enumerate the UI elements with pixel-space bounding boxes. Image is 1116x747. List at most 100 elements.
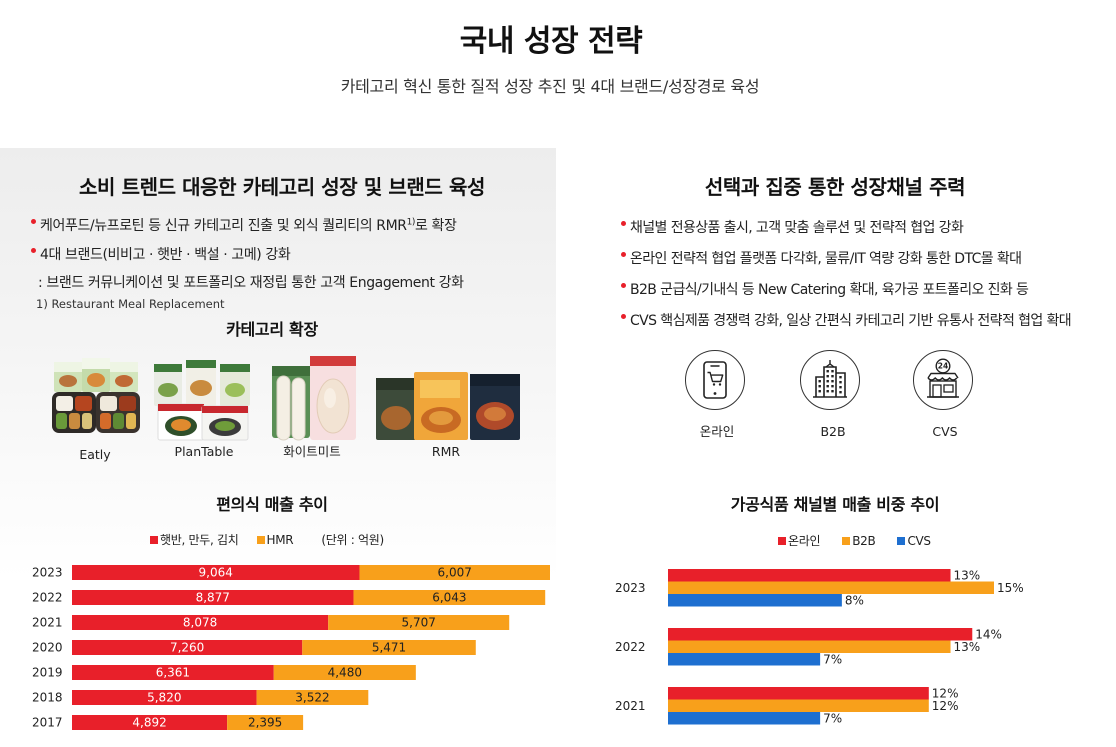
- bullet-dot: [621, 221, 626, 226]
- legend-item-online: 온라인: [778, 533, 821, 549]
- bullet-dot: [621, 252, 626, 257]
- bar-hmr-2019: [273, 665, 416, 680]
- bullet-text: 채널별 전용상품 출시, 고객 맞춤 솔루션 및 전략적 협업 강화: [630, 220, 964, 236]
- bullet-dot: [31, 248, 36, 253]
- value-label-haetban-mandu-kimchi-2022: 8,877: [196, 591, 230, 605]
- value-label-haetban-mandu-kimchi-2017: 4,892: [132, 716, 166, 730]
- value-label-haetban-mandu-kimchi-2023: 9,064: [199, 566, 233, 580]
- footnote-marker: 1): [406, 217, 416, 228]
- right-bullet-b2b: B2B 군급식/기내식 등 New Catering 확대, 육가공 포트폴리오…: [621, 280, 1029, 300]
- bullet-text: 케어푸드/뉴프로틴 등 신규 카테고리 진출 및 외식 퀄리티의 RMR: [40, 218, 407, 234]
- convenience-sales-chart-svg: 2023 9,064 6,007 2022 8,877 6,043 2021 8,078 5,7…: [32, 565, 550, 730]
- value-label-b2b-2022: 13%: [954, 640, 981, 654]
- left-heading: 소비 트렌드 대응한 카테고리 성장 및 브랜드 육성: [79, 175, 485, 199]
- product-label-rmr: RMR: [431, 444, 461, 459]
- bar-haetban-mandu-kimchi-2021: [72, 615, 329, 630]
- bar-online-2021: [668, 687, 929, 700]
- product-label-whitemeat: 화이트미트: [283, 444, 341, 459]
- legend-label: 햇반, 만두, 김치: [160, 533, 239, 547]
- whitemeat-product-image: [272, 356, 356, 441]
- footnote: 1) Restaurant Meal Replacement: [36, 297, 225, 311]
- bar-b2b-2022: [668, 640, 951, 653]
- b2b-channel-badge: [800, 350, 860, 410]
- online-channel-badge: [685, 350, 745, 410]
- bar-haetban-mandu-kimchi-2018: [72, 690, 257, 705]
- value-label-online-2023: 13%: [954, 568, 981, 582]
- bar-hmr-2021: [328, 615, 510, 630]
- value-label-haetban-mandu-kimchi-2021: 8,078: [183, 616, 217, 630]
- store-24-badge-text: 24: [938, 362, 948, 371]
- bar-hmr-2022: [353, 590, 546, 605]
- value-label-haetban-mandu-kimchi-2020: 7,260: [170, 641, 204, 655]
- value-label-cvs-2021: 7%: [823, 711, 842, 725]
- value-label-haetban-mandu-kimchi-2018: 5,820: [147, 691, 181, 705]
- channel-share-chart-title: 가공식품 채널별 매출 비중 추이: [730, 495, 940, 514]
- value-label-online-2022: 14%: [975, 628, 1002, 642]
- legend-label: CVS: [907, 534, 931, 548]
- year-label-2022: 2022: [32, 591, 63, 605]
- value-label-hmr-2019: 4,480: [328, 666, 362, 680]
- legend-item-cvs: CVS: [897, 533, 931, 549]
- mobile-shopping-cart-icon: [703, 361, 727, 399]
- legend-item-b2b: B2B: [842, 533, 876, 549]
- year-label-2023: 2023: [615, 581, 646, 595]
- bar-haetban-mandu-kimchi-2019: [72, 665, 274, 680]
- legend-label: 온라인: [788, 534, 821, 548]
- product-label-plantable: PlanTable: [174, 444, 234, 459]
- year-label-2019: 2019: [32, 666, 63, 680]
- bar-cvs-2022: [668, 653, 821, 666]
- bullet-dot: [31, 219, 36, 224]
- year-label-2020: 2020: [32, 641, 63, 655]
- legend-item-haetban-mandu-kimchi: 햇반, 만두, 김치: [150, 532, 239, 548]
- bullet-text-after: 로 확장: [415, 218, 457, 234]
- bar-cvs-2021: [668, 712, 821, 725]
- legend-label: HMR: [266, 533, 294, 547]
- legend-swatch: [778, 537, 786, 545]
- office-buildings-icon: [813, 360, 847, 398]
- year-label-2022: 2022: [615, 640, 646, 654]
- legend-swatch: [256, 536, 265, 544]
- bullet-text: B2B 군급식/기내식 등 New Catering 확대, 육가공 포트폴리오…: [630, 282, 1029, 298]
- left-bullet-brands-detail: : 브랜드 커뮤니케이션 및 포트폴리오 재정립 통한 고객 Engagemen…: [38, 275, 464, 291]
- cvs-channel-badge: 24: [913, 350, 973, 410]
- year-label-2021: 2021: [615, 699, 646, 713]
- bar-cvs-2023: [668, 594, 842, 607]
- bar-hmr-2017: [227, 715, 304, 730]
- page-title: 국내 성장 전략: [459, 24, 643, 59]
- convenience-sales-chart-title: 편의식 매출 추이: [216, 495, 328, 514]
- convenience-sales-legend: 햇반, 만두, 김치 HMR (단위 : 억원): [150, 532, 384, 548]
- left-bullet-brands: 4대 브랜드(비비고 · 햇반 · 백설 · 고메) 강화: [31, 245, 291, 265]
- year-label-2021: 2021: [32, 616, 63, 630]
- bar-b2b-2021: [668, 699, 929, 712]
- legend-swatch: [897, 537, 906, 545]
- bullet-text: 4대 브랜드(비비고 · 햇반 · 백설 · 고메) 강화: [40, 247, 291, 263]
- year-label-2018: 2018: [32, 691, 63, 705]
- plantable-product-image: [154, 360, 250, 441]
- bar-online-2022: [668, 628, 973, 641]
- channel-label-b2b: B2B: [820, 424, 846, 439]
- year-label-2017: 2017: [32, 716, 63, 730]
- bar-hmr-2018: [256, 690, 369, 705]
- value-label-hmr-2018: 3,522: [295, 691, 329, 705]
- value-label-b2b-2021: 12%: [932, 699, 959, 713]
- channel-share-legend: 온라인 B2B CVS: [778, 533, 931, 549]
- value-label-hmr-2017: 2,395: [248, 716, 282, 730]
- bullet-text: CVS 핵심제품 경쟁력 강화, 일상 간편식 카테고리 기반 유통사 전략적 …: [630, 313, 1072, 329]
- rmr-product-image: [376, 372, 520, 440]
- channel-share-chart: 2023 13% 15% 8% 2022 14% 13% 7% 2021 12% 12% 7%: [600, 560, 1080, 735]
- value-label-cvs-2023: 8%: [845, 594, 864, 608]
- channel-label-online: 온라인: [699, 424, 735, 439]
- right-bullet-channel: 채널별 전용상품 출시, 고객 맞춤 솔루션 및 전략적 협업 강화: [621, 218, 964, 238]
- right-bullet-cvs: CVS 핵심제품 경쟁력 강화, 일상 간편식 카테고리 기반 유통사 전략적 …: [621, 311, 1072, 331]
- bullet-dot: [621, 314, 626, 319]
- bar-haetban-mandu-kimchi-2020: [72, 640, 303, 655]
- value-label-hmr-2021: 5,707: [402, 616, 436, 630]
- legend-swatch: [842, 537, 851, 545]
- eatly-product-image: [52, 358, 140, 433]
- value-label-hmr-2023: 6,007: [438, 566, 472, 580]
- value-label-online-2021: 12%: [932, 686, 959, 700]
- product-label-eatly: Eatly: [79, 447, 111, 462]
- value-label-b2b-2023: 15%: [997, 581, 1024, 595]
